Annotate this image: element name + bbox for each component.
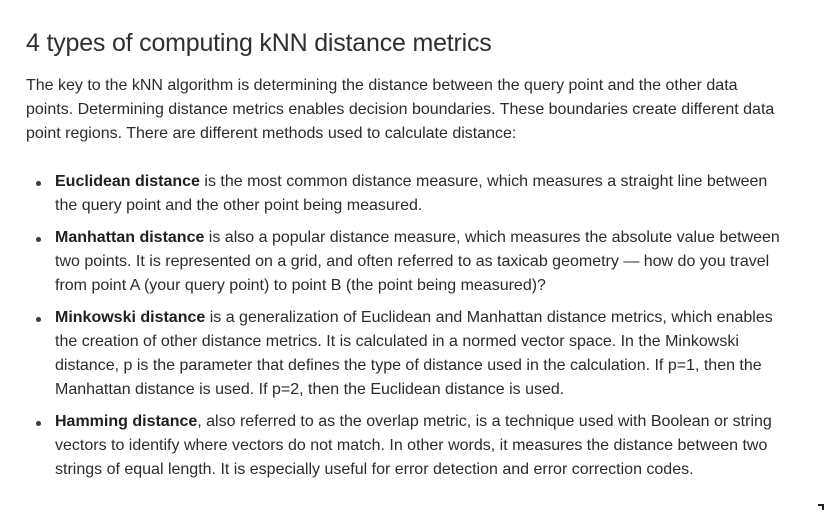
metric-term: Hamming distance — [55, 413, 198, 430]
intro-paragraph: The key to the kNN algorithm is determin… — [26, 77, 775, 142]
bullet-icon — [36, 317, 41, 322]
metric-description: is the most common distance measure, whi… — [55, 173, 768, 214]
list-item-euclidean: Euclidean distance is the most common di… — [26, 170, 786, 218]
bullet-icon — [36, 421, 41, 426]
metric-description: , also referred to as the overlap metric… — [55, 413, 772, 478]
list-item-minkowski: Minkowski distance is a generalization o… — [26, 306, 786, 402]
bullet-icon — [36, 237, 41, 242]
metric-description: is a generalization of Euclidean and Man… — [55, 309, 773, 398]
list-item-hamming: Hamming distance, also referred to as th… — [26, 410, 786, 482]
corner-mark-icon — [818, 504, 824, 510]
bullet-icon — [36, 181, 41, 186]
section-heading: 4 types of computing kNN distance metric… — [26, 29, 492, 57]
list-item-manhattan: Manhattan distance is also a popular dis… — [26, 226, 786, 298]
metric-term: Minkowski distance — [55, 309, 206, 326]
metric-term: Euclidean distance — [55, 173, 200, 190]
distance-metrics-list: Euclidean distance is the most common di… — [26, 170, 786, 482]
metric-description: is also a popular distance measure, whic… — [55, 229, 780, 294]
article-section: 4 types of computing kNN distance metric… — [26, 26, 786, 490]
metric-term: Manhattan distance — [55, 229, 205, 246]
